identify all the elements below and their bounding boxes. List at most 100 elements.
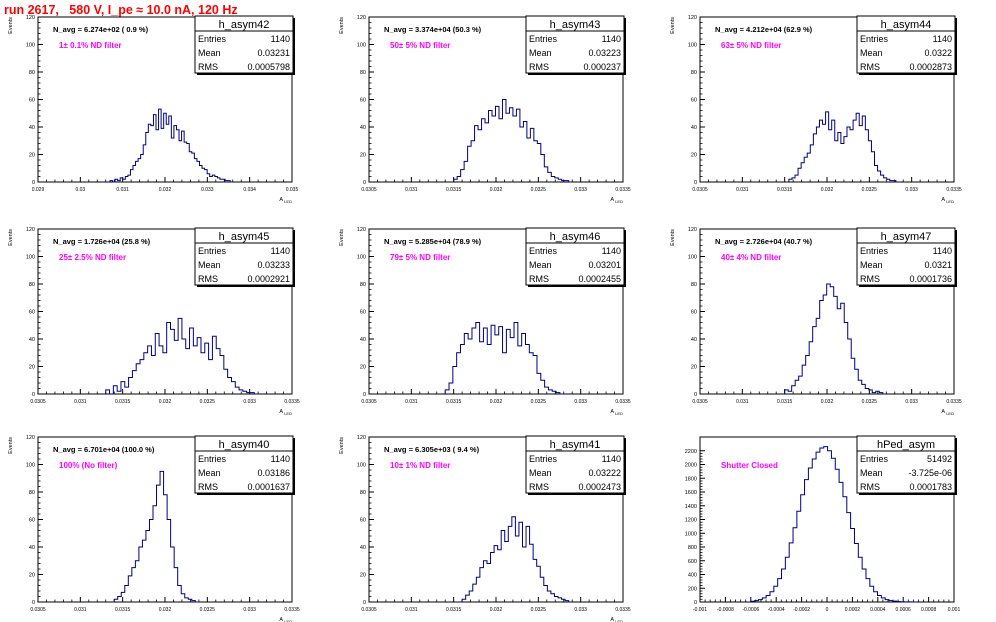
stats-value-rms: 0.0002455 xyxy=(578,274,621,284)
x-tick-label: 0.032 xyxy=(821,187,834,193)
y-tick-label: 120 xyxy=(26,227,35,233)
x-tick-label: 0.0325 xyxy=(862,187,878,193)
y-tick-label: 40 xyxy=(29,125,35,131)
stats-box xyxy=(525,435,625,494)
stats-box xyxy=(194,435,294,494)
x-tick-label: -0.0002 xyxy=(793,607,810,613)
stats-value-entries: 1140 xyxy=(602,454,621,464)
x-tick-label: 0.033 xyxy=(574,607,587,613)
y-tick-label: 80 xyxy=(360,490,366,496)
x-tick-label: 0.0315 xyxy=(446,399,462,405)
histogram-panel-hPed_asym: 0 200 400 600 800 1000 1200 1400 1600 1800 2000 220… xyxy=(685,435,960,613)
histogram-panel-h_asym46: 0 20 40 60 80 100 120 0.0305 0.031 0.0315 0.032 0.0… xyxy=(339,227,631,416)
x-tick-label: 0.031 xyxy=(74,399,87,405)
stats-box xyxy=(194,15,294,74)
x-tick-label: 0.0335 xyxy=(946,187,962,193)
y-tick-label: 40 xyxy=(360,337,366,343)
stats-value-mean: 0.03223 xyxy=(588,48,621,58)
y-tick-label: 1200 xyxy=(685,518,697,524)
x-tick-label: 0.033 xyxy=(905,187,918,193)
stats-box xyxy=(856,15,956,74)
y-tick-label: 20 xyxy=(360,153,366,159)
stats-title: h_asym40 xyxy=(219,439,270,451)
x-tick-label: 0.032 xyxy=(490,399,503,405)
histogram-series-h_asym42 xyxy=(109,108,233,183)
y-tick-label: 100 xyxy=(26,255,35,261)
histogram-series-h_asym41 xyxy=(461,516,573,603)
stats-label-mean: Mean xyxy=(198,48,221,58)
x-tick-label: 0.0305 xyxy=(30,399,46,405)
histogram-series-h_asym45 xyxy=(105,317,259,395)
stats-label-rms: RMS xyxy=(529,482,549,492)
stats-value-entries: 1140 xyxy=(271,454,290,464)
x-tick-label: 0 xyxy=(826,607,829,613)
y-tick-label: 0 xyxy=(363,600,366,606)
y-tick-label: 100 xyxy=(357,255,366,261)
stats-label-entries: Entries xyxy=(198,454,227,464)
stats-label-entries: Entries xyxy=(529,454,558,464)
stats-label-entries: Entries xyxy=(860,454,889,464)
y-tick-label: 60 xyxy=(360,310,366,316)
y-tick-label: 2000 xyxy=(685,463,697,469)
y-tick-label: 60 xyxy=(29,518,35,524)
filter-annotation: 25± 2.5% ND filter xyxy=(59,253,126,262)
histogram-panel-h_asym44: 0 20 40 60 80 100 120 0.0305 0.031 0.0315 0.032 0.0… xyxy=(670,15,962,204)
y-tick-label: 1800 xyxy=(685,476,697,482)
stats-label-rms: RMS xyxy=(198,274,218,284)
stats-label-entries: Entries xyxy=(529,246,558,256)
x-tick-label: 0.033 xyxy=(243,399,256,405)
x-tick-label: 0.0315 xyxy=(115,607,131,613)
y-tick-label: 20 xyxy=(29,153,35,159)
x-axis-label: A LED xyxy=(279,409,292,416)
x-tick-label: 0.031 xyxy=(736,187,749,193)
navg-label: N_avg = 2.726e+04 (40.7 %) xyxy=(715,237,813,246)
y-tick-label: 120 xyxy=(357,227,366,233)
x-tick-label: 0.0335 xyxy=(284,607,300,613)
stats-value-mean: 0.03231 xyxy=(257,48,290,58)
filter-annotation: 40± 4% ND filter xyxy=(721,253,781,262)
x-tick-label: 0.0325 xyxy=(531,399,547,405)
stats-label-mean: Mean xyxy=(860,468,883,478)
x-tick-label: 0.032 xyxy=(490,187,503,193)
x-tick-label: 0.0325 xyxy=(531,607,547,613)
y-tick-label: 20 xyxy=(29,573,35,579)
stats-value-mean: 0.03233 xyxy=(257,260,290,270)
stats-title: h_asym41 xyxy=(550,439,601,451)
y-tick-label: 120 xyxy=(688,227,697,233)
x-tick-label: 0.033 xyxy=(905,399,918,405)
x-tick-label: 0.031 xyxy=(405,187,418,193)
filter-annotation: 63± 5% ND filter xyxy=(721,41,781,50)
x-tick-label: 0.0315 xyxy=(446,607,462,613)
stats-label-entries: Entries xyxy=(529,34,558,44)
y-tick-label: 40 xyxy=(691,125,697,131)
stats-title: h_asym42 xyxy=(219,19,270,31)
histogram-panel-h_asym40: 0 20 40 60 80 100 120 0.0305 0.031 0.0315 0.032 0.0… xyxy=(8,435,300,622)
stats-value-entries: 1140 xyxy=(602,34,621,44)
stats-label-mean: Mean xyxy=(860,48,883,58)
y-tick-label: 1000 xyxy=(685,531,697,537)
x-tick-label: 0.03 xyxy=(75,187,85,193)
stats-value-rms: 0.0002873 xyxy=(909,62,952,72)
y-tick-label: 120 xyxy=(26,435,35,441)
navg-label: N_avg = 6.274e+02 ( 0.9 %) xyxy=(53,25,149,34)
histogram-panel-h_asym43: 0 20 40 60 80 100 120 0.0305 0.031 0.0315 0.032 0.0… xyxy=(339,15,631,204)
y-tick-label: 0 xyxy=(32,180,35,186)
y-tick-label: 60 xyxy=(29,310,35,316)
y-tick-label: 80 xyxy=(691,282,697,288)
stats-label-rms: RMS xyxy=(529,274,549,284)
x-tick-label: 0.033 xyxy=(201,187,214,193)
stats-box xyxy=(525,227,625,286)
y-tick-label: 0 xyxy=(694,392,697,398)
stats-label-entries: Entries xyxy=(198,246,227,256)
stats-title: h_asym44 xyxy=(881,19,932,31)
y-tick-label: 0 xyxy=(32,392,35,398)
y-axis-label: Events xyxy=(8,229,14,246)
y-axis-label: Events xyxy=(339,437,345,454)
stats-value-entries: 1140 xyxy=(933,246,952,256)
y-tick-label: 80 xyxy=(360,282,366,288)
x-tick-label: 0.0335 xyxy=(615,187,631,193)
stats-label-mean: Mean xyxy=(198,468,221,478)
x-tick-label: 0.0305 xyxy=(30,607,46,613)
x-tick-label: 0.0315 xyxy=(115,399,131,405)
